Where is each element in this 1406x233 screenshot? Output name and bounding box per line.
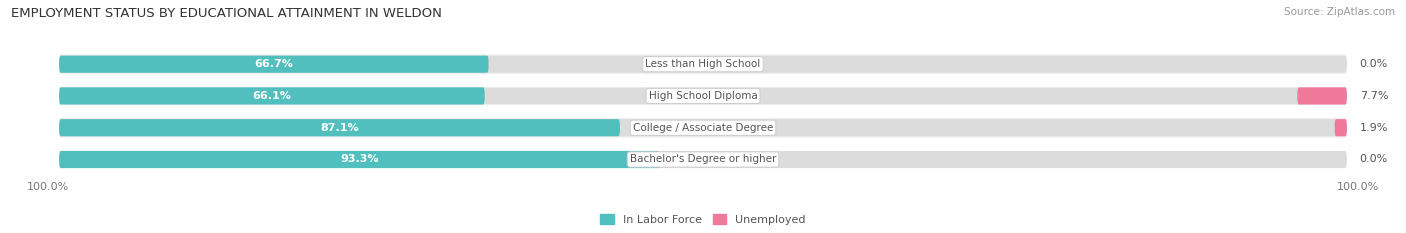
Text: 87.1%: 87.1% (321, 123, 359, 133)
FancyBboxPatch shape (59, 119, 1347, 136)
Legend: In Labor Force, Unemployed: In Labor Force, Unemployed (596, 210, 810, 229)
FancyBboxPatch shape (59, 86, 1347, 106)
Text: 66.7%: 66.7% (254, 59, 294, 69)
FancyBboxPatch shape (59, 56, 489, 73)
FancyBboxPatch shape (59, 150, 1347, 169)
Text: Source: ZipAtlas.com: Source: ZipAtlas.com (1284, 7, 1395, 17)
Text: 1.9%: 1.9% (1360, 123, 1388, 133)
FancyBboxPatch shape (59, 118, 1347, 137)
Text: 0.0%: 0.0% (1360, 59, 1388, 69)
Text: 100.0%: 100.0% (27, 182, 69, 192)
Text: College / Associate Degree: College / Associate Degree (633, 123, 773, 133)
FancyBboxPatch shape (59, 54, 1347, 74)
FancyBboxPatch shape (59, 56, 1347, 73)
FancyBboxPatch shape (1334, 119, 1347, 136)
FancyBboxPatch shape (59, 87, 485, 105)
Text: 7.7%: 7.7% (1360, 91, 1388, 101)
FancyBboxPatch shape (59, 87, 1347, 105)
Text: 100.0%: 100.0% (1337, 182, 1379, 192)
FancyBboxPatch shape (59, 151, 659, 168)
FancyBboxPatch shape (59, 151, 1347, 168)
Text: 93.3%: 93.3% (340, 154, 378, 164)
FancyBboxPatch shape (59, 119, 620, 136)
FancyBboxPatch shape (1298, 87, 1347, 105)
Text: High School Diploma: High School Diploma (648, 91, 758, 101)
Text: Less than High School: Less than High School (645, 59, 761, 69)
Text: 0.0%: 0.0% (1360, 154, 1388, 164)
Text: Bachelor's Degree or higher: Bachelor's Degree or higher (630, 154, 776, 164)
Text: 66.1%: 66.1% (253, 91, 291, 101)
Text: EMPLOYMENT STATUS BY EDUCATIONAL ATTAINMENT IN WELDON: EMPLOYMENT STATUS BY EDUCATIONAL ATTAINM… (11, 7, 441, 20)
